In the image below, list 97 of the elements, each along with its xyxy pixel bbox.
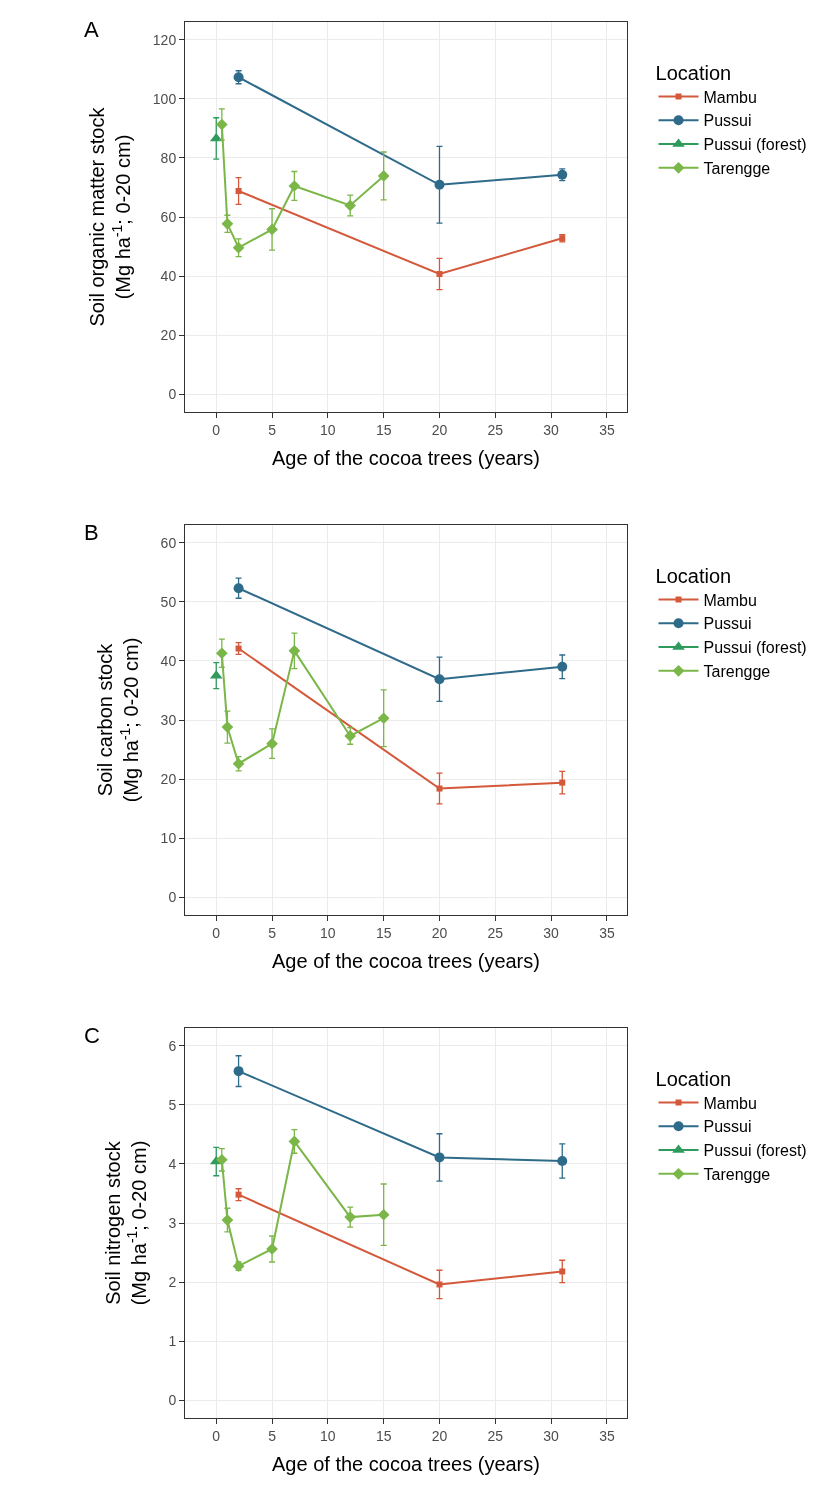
point	[288, 1135, 301, 1148]
point	[434, 179, 445, 190]
x-tick-label: 10	[320, 421, 336, 438]
legend-label: Pussui (forest)	[703, 1142, 807, 1160]
point	[557, 1155, 568, 1166]
point	[557, 661, 568, 672]
y-tick-label: 6	[168, 1037, 177, 1054]
x-tick-label: 25	[487, 421, 504, 438]
legend-label: Mambu	[703, 88, 757, 106]
point	[377, 1208, 390, 1221]
x-tick-label: 25	[487, 1427, 504, 1444]
x-tick-label: 10	[320, 924, 336, 941]
legend-label: Tarengge	[703, 663, 771, 681]
point	[215, 1153, 228, 1166]
point	[233, 1066, 244, 1077]
y-tick-label: 60	[160, 534, 177, 551]
point	[215, 118, 228, 131]
y-tick-label: 20	[160, 770, 177, 787]
x-axis-title: Age of the cocoa trees (years)	[272, 447, 540, 470]
point	[232, 241, 245, 254]
x-tick-label: 10	[320, 1427, 336, 1444]
point	[288, 645, 301, 657]
y-tick-label: 20	[160, 327, 177, 344]
x-tick-label: 5	[268, 924, 277, 941]
point	[233, 583, 244, 594]
legend-label: Tarengge	[703, 160, 771, 178]
point	[559, 1268, 566, 1275]
y-tick-label: 100	[152, 90, 177, 107]
x-tick-label: 5	[268, 421, 277, 438]
point	[436, 1281, 443, 1288]
x-tick-label: 35	[599, 1427, 615, 1444]
x-tick-label: 20	[431, 1427, 448, 1444]
y-tick-label: 5	[168, 1096, 177, 1113]
y-tick-label: 3	[168, 1214, 177, 1231]
legend-title: Location	[655, 61, 732, 84]
y-tick-label: 2	[168, 1273, 177, 1290]
point	[235, 1191, 242, 1198]
point	[434, 674, 445, 685]
x-tick-label: 35	[599, 924, 615, 941]
legend-label: Pussui (forest)	[703, 639, 807, 657]
point	[209, 132, 223, 142]
y-tick-label: 0	[168, 889, 177, 906]
y-tick-label: 4	[168, 1155, 177, 1172]
chart-title: A	[84, 17, 99, 43]
legend-label: Pussui	[703, 112, 752, 130]
x-tick-label: 0	[212, 924, 221, 941]
y-tick-label: 40	[160, 267, 177, 284]
x-tick-label: 15	[375, 924, 392, 941]
y-tick-label: 40	[160, 652, 177, 669]
y-tick-label: 10	[160, 830, 177, 847]
y-tick-label: 120	[152, 31, 177, 48]
point	[436, 271, 443, 278]
x-tick-label: 30	[543, 924, 560, 941]
point	[221, 721, 234, 733]
y-tick-label: 30	[160, 711, 177, 728]
legend-title: Location	[655, 564, 732, 587]
x-tick-label: 15	[375, 1427, 392, 1444]
point	[559, 779, 566, 786]
x-tick-label: 35	[599, 421, 615, 438]
x-tick-label: 30	[543, 1427, 560, 1444]
point	[235, 645, 242, 652]
x-tick-label: 15	[375, 421, 392, 438]
point	[344, 1211, 357, 1223]
x-tick-label: 0	[212, 1427, 221, 1444]
point	[436, 785, 443, 792]
point	[266, 223, 278, 236]
legend-label: Pussui (forest)	[703, 136, 807, 154]
point	[266, 737, 278, 750]
x-axis-title: Age of the cocoa trees (years)	[272, 950, 540, 973]
point	[434, 1152, 445, 1163]
x-tick-label: 30	[543, 421, 560, 438]
legend-label: Mambu	[703, 1094, 757, 1112]
legend-title: Location	[655, 1067, 732, 1090]
chart-title: C	[84, 1023, 100, 1049]
point	[344, 199, 357, 212]
x-tick-label: 5	[268, 1427, 277, 1444]
y-tick-label: 80	[160, 149, 177, 166]
legend-label: Pussui	[703, 615, 752, 633]
point	[377, 170, 390, 182]
y-tick-label: 60	[160, 208, 177, 225]
x-tick-label: 20	[431, 924, 448, 941]
chart-title: B	[84, 520, 99, 546]
y-tick-label: 1	[168, 1333, 177, 1350]
y-tick-label: 0	[168, 1392, 177, 1409]
y-tick-label: 0	[168, 386, 177, 403]
x-axis-title: Age of the cocoa trees (years)	[272, 1453, 540, 1476]
point	[221, 1214, 234, 1226]
point	[377, 712, 390, 725]
legend-label: Mambu	[703, 591, 757, 609]
x-tick-label: 25	[487, 924, 504, 941]
legend-label: Tarengge	[703, 1166, 771, 1184]
y-tick-label: 50	[160, 593, 177, 610]
point	[235, 188, 242, 194]
point	[288, 180, 301, 192]
x-tick-label: 20	[431, 421, 448, 438]
legend-label: Pussui	[703, 1118, 752, 1136]
x-tick-label: 0	[212, 421, 221, 438]
